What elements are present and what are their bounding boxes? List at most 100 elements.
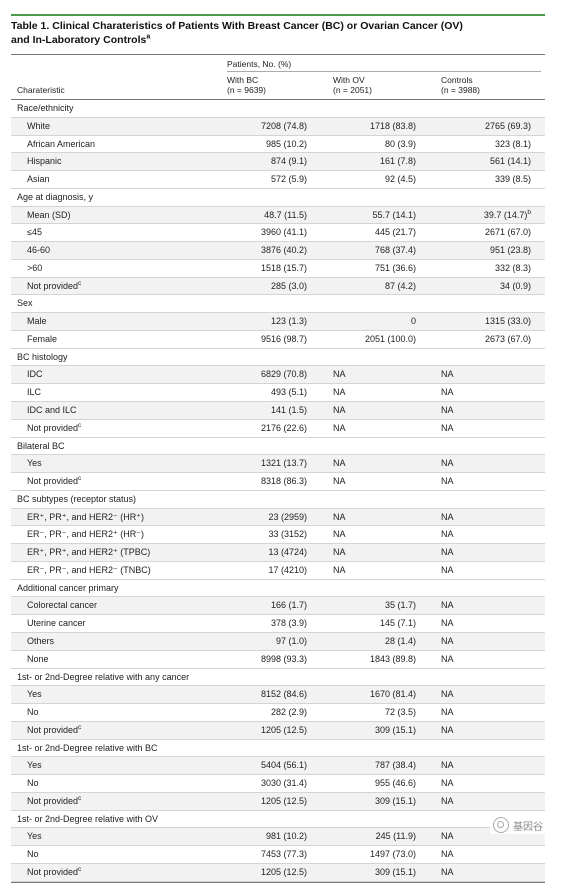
row-label: Hispanic xyxy=(27,153,62,170)
cell-controls-text: NA xyxy=(441,547,454,558)
row-label: IDC xyxy=(27,366,43,383)
table-row: Not providedc 2176 (22.6) NA NA xyxy=(11,419,545,438)
cell-bc: 8998 (93.3) xyxy=(260,653,307,664)
row-label-text: White xyxy=(27,120,51,131)
cell-bc: 981 (10.2) xyxy=(265,831,307,842)
cell-controls: NA xyxy=(441,366,454,383)
row-label-text: ER⁺, PR⁺, and HER2⁻ (HR⁺) xyxy=(27,511,145,522)
row-label-text: Asian xyxy=(27,174,50,185)
cell-bc: 17 (4210) xyxy=(268,564,307,575)
row-label-text: Female xyxy=(27,333,58,344)
cell-controls-text: NA xyxy=(441,653,454,664)
cell-bc: 97 (1.0) xyxy=(275,635,307,646)
cell-ov: 309 (15.1) xyxy=(374,866,416,877)
cell-controls-text: NA xyxy=(441,422,454,433)
cell-controls-text: NA xyxy=(441,760,454,771)
row-label: None xyxy=(27,651,49,668)
cell-ov: 35 (1.7) xyxy=(384,600,416,611)
cell-controls-text: 339 (8.5) xyxy=(494,174,531,185)
table-row: Others 97 (1.0) 28 (1.4) NA xyxy=(11,632,545,651)
cell-bc: 378 (3.9) xyxy=(270,618,307,629)
cell-ov: NA xyxy=(333,529,346,540)
table-row: Not providedc 1205 (12.5) 309 (15.1) NA xyxy=(11,792,545,811)
row-label: ILC xyxy=(27,384,41,401)
watermark: 基因谷 xyxy=(490,816,546,834)
row-label-text: ≤45 xyxy=(27,227,42,238)
footnote-marker: c xyxy=(78,279,82,287)
cell-controls: NA xyxy=(441,615,454,632)
row-label: African American xyxy=(27,136,95,153)
row-label: ER⁻, PR⁻, and HER2⁺ (HR⁻) xyxy=(27,526,144,543)
row-label-text: Not provided xyxy=(27,476,79,487)
cell-ov: 2051 (100.0) xyxy=(364,333,416,344)
cell-controls: NA xyxy=(441,455,454,472)
footnote-marker: b xyxy=(527,208,531,216)
cell-ov: 55.7 (14.1) xyxy=(372,209,416,220)
watermark-text: 基因谷 xyxy=(513,821,543,833)
table-row: Not providedc 1205 (12.5) 309 (15.1) NA xyxy=(11,721,545,740)
row-label: ≤45 xyxy=(27,224,42,241)
cell-ov: NA xyxy=(333,458,346,469)
row-label-text: ILC xyxy=(27,387,42,398)
cell-controls: 561 (14.1) xyxy=(441,153,531,170)
cell-controls: NA xyxy=(441,597,454,614)
table-body: Race/ethnicity White 7208 (74.8) 1718 (83.8… xyxy=(11,100,545,882)
section-row: Bilateral BC xyxy=(11,437,545,456)
cell-controls-text: NA xyxy=(441,795,454,806)
row-label: Not providedc xyxy=(27,793,81,810)
cell-ov: 87 (4.2) xyxy=(384,280,416,291)
col-ov-header: With OV (n = 2051) xyxy=(333,75,372,95)
cell-bc: 1205 (12.5) xyxy=(260,866,307,877)
row-label-text: >60 xyxy=(27,262,43,273)
cell-bc: 7453 (77.3) xyxy=(260,849,307,860)
cell-ov: NA xyxy=(333,564,346,575)
cell-controls-text: 323 (8.1) xyxy=(494,138,531,149)
cell-controls: NA xyxy=(441,828,454,845)
section-row: Additional cancer primary xyxy=(11,579,545,598)
table-row: Mean (SD) 48.7 (11.5) 55.7 (14.1) 39.7 (14.… xyxy=(11,206,545,225)
footnote-marker: c xyxy=(78,865,82,873)
cell-controls: 2671 (67.0) xyxy=(441,224,531,241)
table-row: Female 9516 (98.7) 2051 (100.0) 2673 (67.0) xyxy=(11,330,545,349)
row-label: Not providedc xyxy=(27,420,81,437)
cell-controls-text: NA xyxy=(441,476,454,487)
table-header: Patients, No. (%) Charateristic With BC … xyxy=(11,54,545,100)
table-row: IDC and ILC 141 (1.5) NA NA xyxy=(11,402,545,420)
cell-controls: 2673 (67.0) xyxy=(441,331,531,348)
section-label: BC histology xyxy=(17,351,68,362)
table-title: Table 1. Clinical Charateristics of Pati… xyxy=(11,19,545,47)
cell-controls-text: NA xyxy=(441,387,454,398)
row-label: Male xyxy=(27,313,47,330)
footnote-marker: c xyxy=(78,723,82,731)
table-row: Colorectal cancer 166 (1.7) 35 (1.7) NA xyxy=(11,597,545,616)
row-label: >60 xyxy=(27,260,42,277)
table-row: Yes 8152 (84.6) 1670 (81.4) NA xyxy=(11,686,545,705)
cell-controls: NA xyxy=(441,384,454,401)
row-label: IDC and ILC xyxy=(27,402,77,419)
cell-controls-text: NA xyxy=(441,369,454,380)
row-label: No xyxy=(27,846,39,863)
cell-ov: 145 (7.1) xyxy=(379,618,416,629)
cell-ov: 92 (4.5) xyxy=(384,174,416,185)
wechat-icon xyxy=(493,817,509,833)
table-row: African American 985 (10.2) 80 (3.9) 323 (8… xyxy=(11,135,545,154)
cell-controls: NA xyxy=(441,704,454,721)
row-label: Yes xyxy=(27,686,42,703)
cell-bc: 7208 (74.8) xyxy=(260,120,307,131)
cell-controls-text: NA xyxy=(441,635,454,646)
cell-ov: 955 (46.6) xyxy=(374,778,416,789)
cell-ov: 751 (36.6) xyxy=(374,262,416,273)
row-label: Not providedc xyxy=(27,278,81,295)
footnote-marker: c xyxy=(78,794,82,802)
table-row: None 8998 (93.3) 1843 (89.8) NA xyxy=(11,650,545,669)
cell-controls: NA xyxy=(441,544,454,561)
row-label-text: Colorectal cancer xyxy=(27,600,98,611)
row-label-text: Not provided xyxy=(27,422,79,433)
row-label-text: ER⁻, PR⁻, and HER2⁺ (HR⁻) xyxy=(27,529,145,540)
cell-bc: 48.7 (11.5) xyxy=(264,209,307,220)
footnote-marker: c xyxy=(78,475,82,483)
row-label-text: IDC xyxy=(27,369,43,380)
cell-ov: 1497 (73.0) xyxy=(369,849,416,860)
row-label-text: Not provided xyxy=(27,795,79,806)
cell-bc: 1518 (15.7) xyxy=(260,262,307,273)
